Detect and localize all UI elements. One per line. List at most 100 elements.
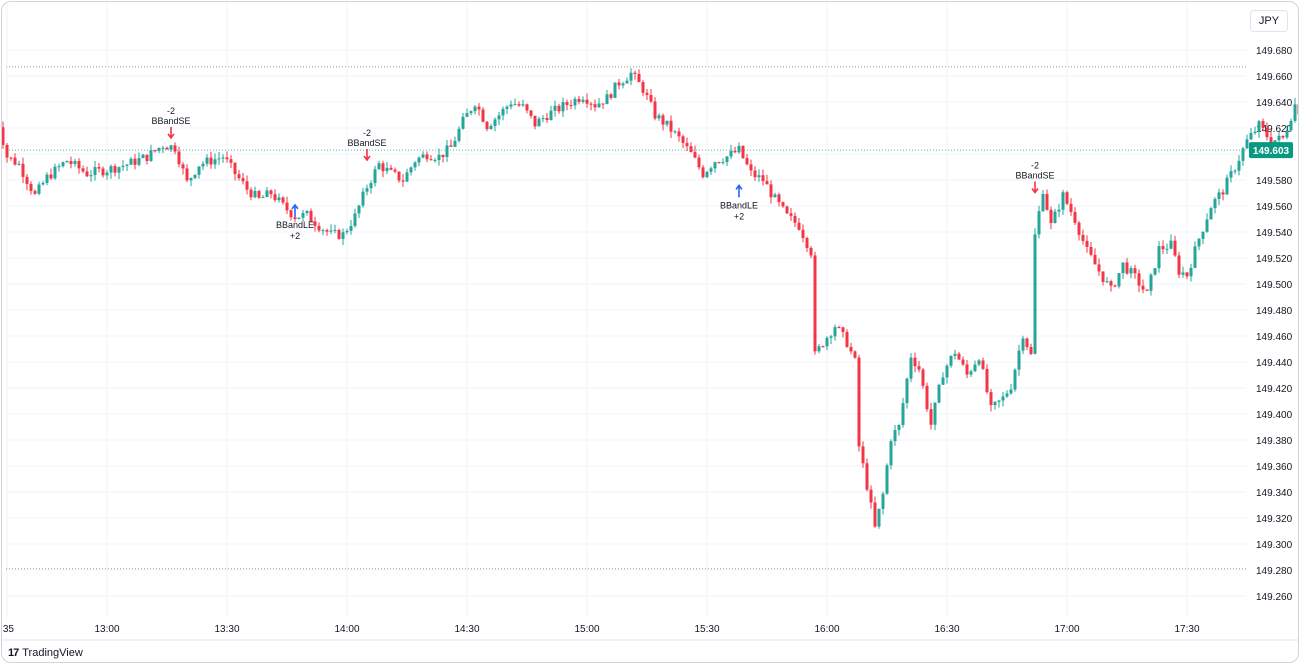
candle-up — [137, 158, 141, 165]
candle-down — [485, 121, 489, 130]
candle-down — [849, 346, 853, 352]
candle-down — [85, 171, 89, 177]
candle-down — [1261, 121, 1265, 128]
candle-down — [693, 152, 697, 158]
candle-up — [561, 102, 565, 112]
candle-up — [417, 157, 421, 163]
candle-down — [29, 183, 33, 192]
candle-up — [629, 72, 633, 81]
candle-down — [645, 92, 649, 95]
candle-down — [481, 109, 485, 122]
x-tick-label: :35 — [2, 624, 14, 635]
y-tick-label: 149.300 — [1256, 540, 1293, 551]
candle-down — [293, 217, 297, 219]
candle-down — [689, 146, 693, 153]
candle-down — [389, 167, 393, 170]
candle-up — [329, 230, 333, 232]
candle-up — [713, 162, 717, 169]
candle-up — [1293, 104, 1297, 121]
brand-name: TradingView — [22, 647, 83, 659]
candle-up — [357, 205, 361, 214]
candle-down — [745, 158, 749, 165]
candle-up — [833, 327, 837, 337]
candle-down — [337, 229, 341, 239]
candle-down — [1269, 137, 1273, 145]
candle-down — [1125, 262, 1129, 274]
candle-up — [73, 160, 77, 165]
candle-down — [281, 197, 285, 203]
candle-up — [1193, 246, 1197, 268]
candle-up — [505, 106, 509, 109]
candle-up — [1209, 208, 1213, 220]
candle-down — [77, 160, 81, 169]
candle-down — [245, 181, 249, 190]
candle-down — [21, 163, 25, 177]
candle-up — [1229, 171, 1233, 178]
candle-down — [5, 144, 9, 158]
candle-up — [253, 190, 257, 198]
candle-down — [1097, 264, 1101, 272]
candle-up — [597, 103, 601, 108]
candle-down — [145, 154, 149, 161]
candle-up — [553, 105, 557, 111]
candle-down — [237, 174, 241, 179]
candle-down — [601, 103, 605, 105]
candle-up — [937, 384, 941, 403]
candle-up — [321, 230, 325, 232]
candle-up — [189, 177, 193, 181]
currency-button[interactable]: JPY — [1250, 10, 1288, 32]
candle-down — [681, 136, 685, 143]
candle-up — [1041, 194, 1045, 212]
candle-down — [249, 189, 253, 198]
signal-label: BBandSE — [1015, 171, 1054, 181]
candle-down — [1077, 222, 1081, 235]
candle-down — [425, 154, 429, 160]
candle-up — [1217, 192, 1221, 199]
candle-up — [1053, 211, 1057, 224]
candle-up — [205, 157, 209, 164]
signal-qty: +2 — [290, 231, 300, 241]
candle-up — [405, 172, 409, 182]
tradingview-branding[interactable]: 17 TradingView — [8, 647, 83, 659]
candle-down — [637, 73, 641, 83]
candle-up — [537, 118, 541, 127]
candle-up — [65, 161, 69, 163]
candle-down — [225, 157, 229, 160]
signal-arrow-down-icon — [1031, 181, 1039, 194]
candle-up — [1233, 170, 1237, 172]
candle-down — [1281, 135, 1285, 138]
candle-down — [865, 463, 869, 490]
candle-up — [897, 425, 901, 431]
candle-down — [753, 170, 757, 178]
candle-up — [353, 213, 357, 227]
candle-up — [1165, 248, 1169, 250]
candle-up — [941, 377, 945, 385]
candle-up — [265, 190, 269, 198]
candle-up — [129, 158, 133, 165]
signal-arrow-up-icon — [291, 203, 299, 217]
candle-down — [2, 127, 5, 145]
candle-down — [525, 104, 529, 111]
candle-down — [153, 150, 157, 152]
candle-down — [557, 105, 561, 112]
candle-down — [1065, 192, 1069, 204]
candle-down — [1145, 289, 1149, 291]
candle-down — [961, 359, 965, 365]
candle-up — [53, 166, 57, 179]
candle-up — [1001, 396, 1005, 401]
candle-down — [565, 102, 569, 106]
candle-up — [885, 465, 889, 494]
candle-up — [621, 83, 625, 86]
candle-up — [333, 229, 337, 231]
candle-up — [1285, 130, 1289, 138]
candle-up — [1249, 132, 1253, 140]
candle-down — [641, 82, 645, 93]
candle-down — [133, 158, 137, 165]
candle-down — [981, 360, 985, 369]
candle-up — [1033, 234, 1037, 354]
candle-down — [185, 168, 189, 181]
candle-down — [1085, 240, 1089, 247]
candle-down — [765, 181, 769, 185]
